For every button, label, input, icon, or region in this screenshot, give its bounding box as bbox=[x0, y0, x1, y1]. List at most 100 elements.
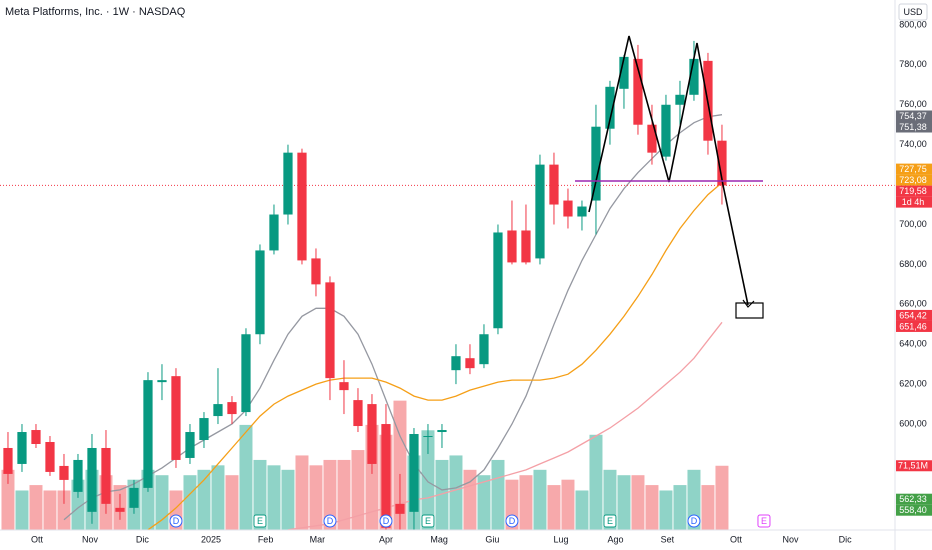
volume-bar bbox=[575, 490, 589, 530]
volume-bar bbox=[617, 475, 631, 530]
price-label: 562,33 bbox=[899, 494, 927, 504]
x-tick-label: Set bbox=[661, 534, 675, 544]
volume-bar bbox=[533, 469, 547, 530]
event-marker[interactable] bbox=[253, 514, 267, 528]
volume-bar bbox=[491, 459, 505, 530]
volume-bar bbox=[421, 430, 435, 530]
event-marker[interactable] bbox=[505, 514, 519, 528]
x-tick-label: Nov bbox=[82, 534, 99, 544]
candle-body bbox=[619, 56, 629, 89]
volume-bar bbox=[449, 455, 463, 530]
volume-bar bbox=[197, 469, 211, 530]
moving-average bbox=[147, 182, 723, 530]
x-tick-label: Lug bbox=[553, 534, 568, 544]
candle-body bbox=[339, 382, 349, 391]
event-label: D bbox=[173, 516, 180, 526]
candle-body bbox=[143, 380, 153, 488]
price-label: 558,40 bbox=[899, 505, 927, 515]
candle-body bbox=[199, 418, 209, 441]
y-tick-label: 740,00 bbox=[899, 139, 927, 149]
event-label: D bbox=[383, 516, 390, 526]
candle-body bbox=[241, 334, 251, 413]
volume-bar bbox=[519, 475, 533, 530]
candle-body bbox=[157, 380, 167, 383]
x-tick-label: Ago bbox=[608, 534, 624, 544]
event-label: E bbox=[761, 516, 767, 526]
x-tick-label: 2025 bbox=[201, 534, 221, 544]
target-box bbox=[735, 302, 764, 319]
volume-bar bbox=[71, 479, 85, 530]
price-label-box bbox=[896, 185, 932, 197]
price-label: 751,38 bbox=[899, 122, 927, 132]
x-tick-label: Mag bbox=[430, 534, 448, 544]
volume-bar bbox=[57, 490, 71, 530]
price-label-box bbox=[896, 174, 932, 186]
event-label: E bbox=[425, 516, 431, 526]
x-tick-label: Dic bbox=[136, 534, 149, 544]
candle-body bbox=[367, 404, 377, 464]
candle-body bbox=[101, 447, 111, 504]
drawings bbox=[575, 35, 764, 319]
volume-bar bbox=[715, 465, 729, 530]
candle-body bbox=[591, 126, 601, 201]
countdown: 1d 4h bbox=[902, 197, 925, 207]
event-marker[interactable] bbox=[169, 514, 183, 528]
event-label: D bbox=[327, 516, 334, 526]
y-tick-label: 660,00 bbox=[899, 299, 927, 309]
candle-body bbox=[381, 424, 391, 528]
price-label-box bbox=[896, 493, 932, 505]
x-tick-label: Ott bbox=[31, 534, 44, 544]
plot-area bbox=[0, 40, 895, 530]
event-marker[interactable] bbox=[687, 514, 701, 528]
volume-label: 71,51M bbox=[898, 461, 928, 471]
event-marker[interactable] bbox=[379, 514, 393, 528]
x-tick-label: Nov bbox=[783, 534, 800, 544]
candle-body bbox=[717, 140, 727, 186]
candle-body bbox=[213, 404, 223, 417]
price-label: 754,37 bbox=[899, 111, 927, 121]
currency-box[interactable] bbox=[898, 3, 928, 21]
candle-body bbox=[73, 459, 83, 492]
candle-body bbox=[283, 152, 293, 215]
chart-title: Meta Platforms, Inc. · 1W · NASDAQ bbox=[5, 6, 186, 18]
countdown-box bbox=[896, 196, 932, 208]
volume-bar bbox=[673, 485, 687, 530]
price-label: 727,75 bbox=[899, 164, 927, 174]
currency[interactable]: USD bbox=[903, 7, 923, 17]
candle-body bbox=[577, 206, 587, 217]
candle-body bbox=[3, 447, 13, 474]
event-marker[interactable] bbox=[603, 514, 617, 528]
candle-body bbox=[311, 258, 321, 285]
candle-body bbox=[549, 164, 559, 205]
candle-body bbox=[423, 436, 433, 438]
candle-body bbox=[675, 94, 685, 105]
volume-bar bbox=[15, 490, 29, 530]
event-label: E bbox=[607, 516, 613, 526]
volume-bar bbox=[309, 465, 323, 530]
price-axis: 800,00780,00760,00740,00720,00700,00680,… bbox=[896, 19, 932, 516]
volume-bar bbox=[659, 490, 673, 530]
price-label-box bbox=[896, 110, 932, 122]
candle-body bbox=[451, 356, 461, 371]
candle-body bbox=[661, 104, 671, 157]
price-label: 719,58 bbox=[899, 186, 927, 196]
volume-bar bbox=[211, 465, 225, 530]
candle-body bbox=[535, 164, 545, 259]
volume-bar bbox=[267, 465, 281, 530]
price-label-box bbox=[896, 504, 932, 516]
volume-bar bbox=[589, 434, 603, 530]
y-tick-label: 640,00 bbox=[899, 339, 927, 349]
event-marker[interactable] bbox=[323, 514, 337, 528]
candle-body bbox=[129, 487, 139, 508]
candle-body bbox=[171, 376, 181, 460]
event-marker[interactable] bbox=[421, 514, 435, 528]
y-tick-label: 700,00 bbox=[899, 219, 927, 229]
volume-label-box bbox=[896, 460, 932, 472]
event-label: D bbox=[509, 516, 516, 526]
candle-body bbox=[325, 282, 335, 379]
x-tick-label: Ott bbox=[730, 534, 743, 544]
candle-body bbox=[395, 503, 405, 514]
event-marker[interactable] bbox=[757, 514, 771, 528]
y-tick-label: 600,00 bbox=[899, 418, 927, 428]
